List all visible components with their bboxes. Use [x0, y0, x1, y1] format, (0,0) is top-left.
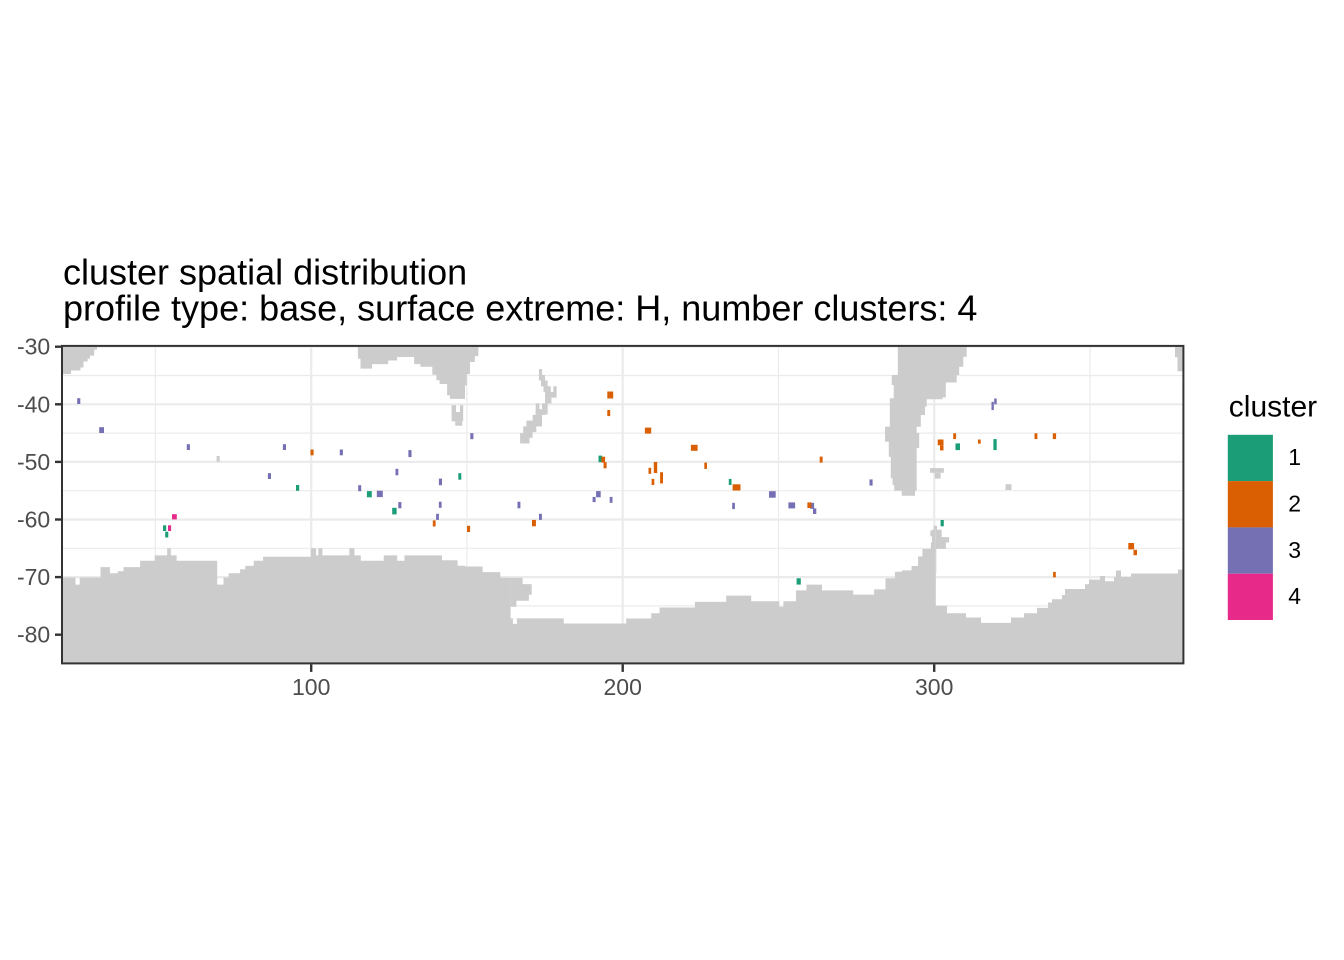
- svg-text:-50: -50: [17, 449, 50, 475]
- svg-text:profile type: base, surface ex: profile type: base, surface extreme: H, …: [63, 287, 977, 328]
- svg-text:4: 4: [1288, 583, 1301, 609]
- svg-text:3: 3: [1288, 537, 1301, 563]
- svg-text:cluster spatial distribution: cluster spatial distribution: [63, 252, 467, 293]
- svg-text:cluster: cluster: [1229, 391, 1317, 424]
- svg-text:-30: -30: [17, 334, 50, 360]
- svg-text:1: 1: [1288, 444, 1301, 470]
- svg-text:200: 200: [604, 674, 642, 700]
- svg-text:300: 300: [915, 674, 953, 700]
- svg-text:-70: -70: [17, 564, 50, 590]
- svg-text:2: 2: [1288, 490, 1301, 516]
- svg-text:-80: -80: [17, 622, 50, 648]
- svg-text:100: 100: [292, 674, 330, 700]
- svg-text:-60: -60: [17, 507, 50, 533]
- svg-text:-40: -40: [17, 391, 50, 417]
